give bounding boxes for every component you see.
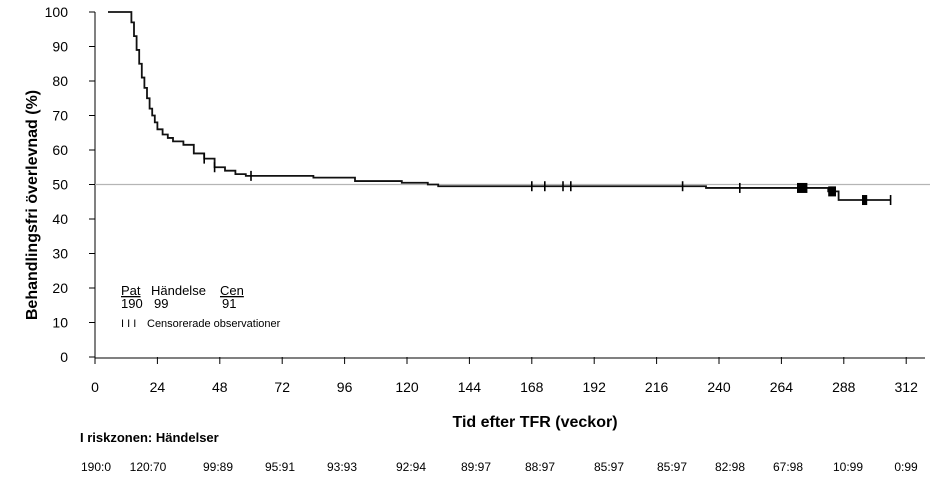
- y-tick-label: 70: [52, 108, 68, 124]
- x-tick-label: 0: [91, 379, 99, 395]
- risk-table-cell: 85:97: [594, 460, 624, 474]
- legend-value-cen: 91: [222, 296, 236, 311]
- y-tick-label: 0: [60, 349, 68, 365]
- y-tick-label: 50: [52, 177, 68, 193]
- risk-table-cell: 0:99: [894, 460, 918, 474]
- risk-table-cell: 99:89: [203, 460, 233, 474]
- risk-table-row: 190:0 120:70 99:89 95:91 93:93 92:94 89:97 88:9…: [81, 460, 918, 474]
- y-tick-label: 80: [52, 73, 68, 89]
- x-axis-title: Tid efter TFR (veckor): [452, 414, 617, 431]
- y-tick-label: 40: [52, 211, 68, 227]
- x-tick-label: 312: [895, 379, 919, 395]
- x-tick-label: 216: [645, 379, 669, 395]
- censor-block: [828, 186, 836, 197]
- risk-table-cell: 10:99: [833, 460, 863, 474]
- risk-table-cell: 92:94: [396, 460, 426, 474]
- survival-curve: [108, 11, 891, 201]
- y-tick-label: 100: [45, 4, 69, 20]
- risk-table-cell: 89:97: [461, 460, 491, 474]
- risk-table-title: I riskzonen: Händelser: [80, 430, 219, 445]
- censor-block: [797, 182, 808, 193]
- y-tick-label: 20: [52, 280, 68, 296]
- y-tick-label: 60: [52, 142, 68, 158]
- x-tick-label: 24: [150, 379, 166, 395]
- risk-table-cell: 67:98: [773, 460, 803, 474]
- legend: Pat Händelse Cen 190 99 91 I I I Censore…: [121, 283, 281, 330]
- y-tick-label: 90: [52, 39, 68, 55]
- risk-table-cell: 82:98: [715, 460, 745, 474]
- legend-value-pat: 190: [121, 296, 143, 311]
- censor-marker-icon: I I I: [121, 318, 136, 330]
- x-tick-label: 72: [274, 379, 290, 395]
- y-tick-label: 10: [52, 315, 68, 331]
- legend-header-handelse: Händelse: [151, 283, 206, 298]
- risk-table-cell: 95:91: [265, 460, 295, 474]
- legend-censor-label: Censorerade observationer: [147, 318, 281, 330]
- risk-table-cell: 85:97: [657, 460, 687, 474]
- x-tick-label: 288: [832, 379, 856, 395]
- x-tick-label: 120: [395, 379, 419, 395]
- x-tick-label: 144: [458, 379, 482, 395]
- y-tick-label: 30: [52, 246, 68, 262]
- x-tick-label: 264: [770, 379, 794, 395]
- x-tick-label: 192: [583, 379, 607, 395]
- risk-table-cell: 190:0: [81, 460, 111, 474]
- risk-table-cell: 88:97: [525, 460, 555, 474]
- x-tick-label: 168: [520, 379, 544, 395]
- risk-table-cell: 93:93: [327, 460, 357, 474]
- x-tick-label: 240: [707, 379, 731, 395]
- risk-table-cell: 120:70: [130, 460, 167, 474]
- legend-header-pat: Pat: [121, 283, 141, 298]
- y-axis-title: Behandlingsfri överlevnad (%): [24, 90, 41, 320]
- censor-block: [862, 195, 868, 206]
- x-tick-label: 48: [212, 379, 228, 395]
- legend-value-handelse: 99: [154, 296, 168, 311]
- legend-header-cen: Cen: [220, 283, 244, 298]
- x-tick-label: 96: [337, 379, 353, 395]
